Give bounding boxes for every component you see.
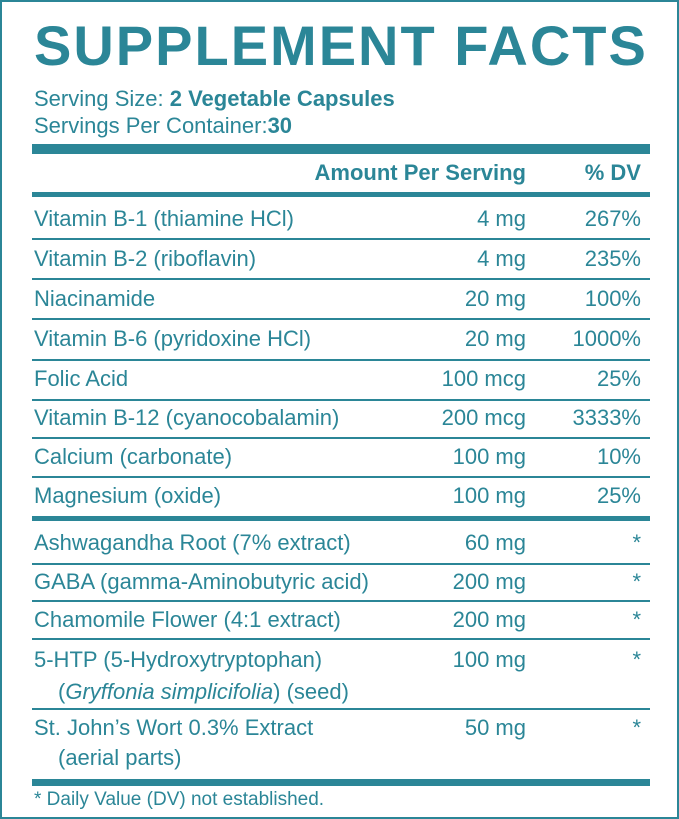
nutrient-amount: 100 mg [452, 444, 526, 469]
nutrient-name: Vitamin B-2 (riboflavin) [34, 246, 257, 271]
ingredient-dv: * [632, 647, 641, 672]
thick-divider [32, 144, 650, 154]
nutrient-name: Vitamin B-6 (pyridoxine HCl) [34, 326, 312, 351]
nutrient-dv: 25% [596, 366, 641, 391]
nutrient-name: Vitamin B-1 (thiamine HCl) [34, 206, 295, 231]
row-divider [32, 278, 650, 280]
bottom-divider [32, 779, 650, 786]
footnote: * Daily Value (DV) not established. [34, 789, 325, 810]
ingredient-amount: 200 mg [452, 569, 526, 594]
ingredient-source: (Gryffonia simplicifolia) (seed) [58, 678, 349, 706]
ingredient-dv: * [632, 530, 641, 555]
ingredient-amount: 200 mg [452, 607, 526, 632]
ingredient-name: St. John’s Wort 0.3% Extract [34, 715, 314, 740]
row-divider [32, 359, 650, 361]
nutrient-dv: 25% [596, 483, 641, 508]
nutrient-name: Magnesium (oxide) [34, 483, 222, 508]
nutrient-name: Calcium (carbonate) [34, 444, 233, 469]
ingredient-name: GABA (gamma-Aminobutyric acid) [34, 569, 369, 594]
row-divider [32, 318, 650, 320]
source-species: Gryffonia simplicifolia [65, 679, 274, 704]
nutrient-amount: 20 mg [464, 326, 526, 351]
row-divider [32, 476, 650, 478]
serving-size-value: 2 Vegetable Capsules [169, 86, 395, 111]
row-divider [32, 638, 650, 640]
row-divider [32, 238, 650, 240]
nutrient-name: Folic Acid [34, 366, 129, 391]
nutrient-dv: 1000% [572, 326, 641, 351]
source-part: ) (seed) [273, 679, 349, 704]
row-divider [32, 708, 650, 710]
row-divider [32, 399, 650, 401]
nutrient-amount: 4 mg [477, 206, 526, 231]
nutrient-dv: 3333% [572, 405, 641, 430]
nutrient-amount: 100 mcg [441, 366, 526, 391]
ingredient-amount: 100 mg [452, 647, 526, 672]
nutrient-amount: 4 mg [477, 246, 526, 271]
nutrient-name: Niacinamide [34, 286, 156, 311]
nutrient-amount: 200 mcg [441, 405, 526, 430]
nutrient-amount: 20 mg [464, 286, 526, 311]
serving-size: Serving Size: 2 Vegetable Capsules [34, 86, 395, 112]
nutrient-dv: 100% [584, 286, 641, 311]
row-divider [32, 563, 650, 565]
row-divider [32, 437, 650, 439]
ingredient-amount: 60 mg [464, 530, 526, 555]
nutrient-name: Vitamin B-12 (cyanocobalamin) [34, 405, 340, 430]
source-open: ( [58, 679, 66, 704]
ingredient-dv: * [632, 715, 641, 740]
header-dv: % DV [584, 160, 641, 185]
section-divider [32, 516, 650, 521]
ingredient-dv: * [632, 569, 641, 594]
nutrient-dv: 267% [584, 206, 641, 231]
header-divider [32, 192, 650, 197]
ingredient-dv: * [632, 607, 641, 632]
ingredient-amount: 50 mg [464, 715, 526, 740]
nutrient-amount: 100 mg [452, 483, 526, 508]
panel-title: SUPPLEMENT FACTS [34, 14, 648, 77]
serving-size-label: Serving Size: [34, 86, 164, 111]
row-divider [32, 600, 650, 602]
nutrient-dv: 10% [596, 444, 641, 469]
ingredient-name: Ashwagandha Root (7% extract) [34, 530, 351, 555]
servings-per-container-value: 30 [267, 113, 293, 138]
servings-per-container-label: Servings Per Container: [34, 113, 268, 138]
ingredient-name: Chamomile Flower (4:1 extract) [34, 607, 341, 632]
nutrient-dv: 235% [584, 246, 641, 271]
header-amount: Amount Per Serving [314, 160, 526, 185]
ingredient-source: (aerial parts) [58, 745, 182, 770]
servings-per-container: Servings Per Container:30 [34, 113, 292, 139]
ingredient-name: 5-HTP (5-Hydroxytryptophan) [34, 647, 323, 672]
